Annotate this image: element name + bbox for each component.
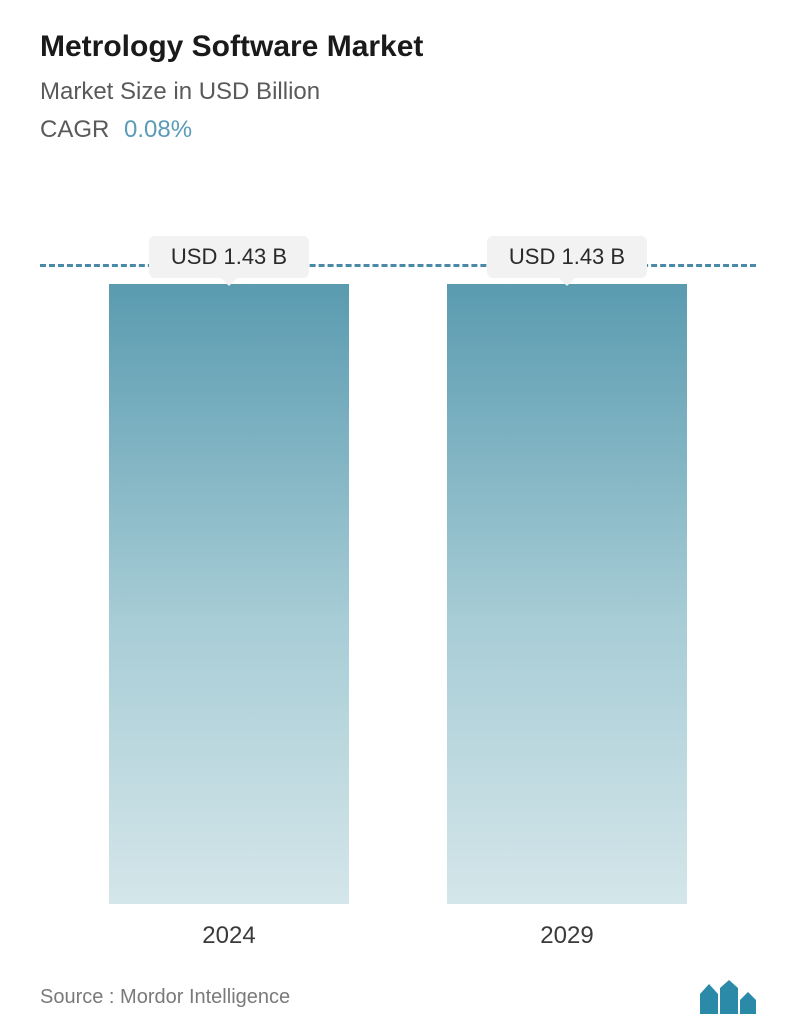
chart-title: Metrology Software Market (40, 30, 756, 64)
value-label: USD 1.43 B (149, 236, 309, 278)
logo (700, 980, 756, 1014)
bar-group-2024: USD 1.43 B 2024 (109, 284, 349, 950)
footer: Source : Mordor Intelligence (40, 970, 756, 1014)
chart-subtitle: Market Size in USD Billion (40, 78, 756, 106)
bar (447, 284, 687, 904)
bar-group-2029: USD 1.43 B 2029 (447, 284, 687, 950)
reference-line (40, 264, 756, 267)
value-label: USD 1.43 B (487, 236, 647, 278)
chart-container: Metrology Software Market Market Size in… (0, 0, 796, 1034)
source-text: Source : Mordor Intelligence (40, 986, 290, 1009)
year-label: 2029 (540, 922, 593, 950)
chart-area: USD 1.43 B 2024 USD 1.43 B 2029 (40, 204, 756, 950)
year-label: 2024 (202, 922, 255, 950)
logo-icon (700, 980, 756, 1014)
cagr-row: CAGR 0.08% (40, 116, 756, 144)
cagr-value: 0.08% (124, 116, 192, 143)
bar (109, 284, 349, 904)
cagr-label: CAGR (40, 116, 109, 143)
